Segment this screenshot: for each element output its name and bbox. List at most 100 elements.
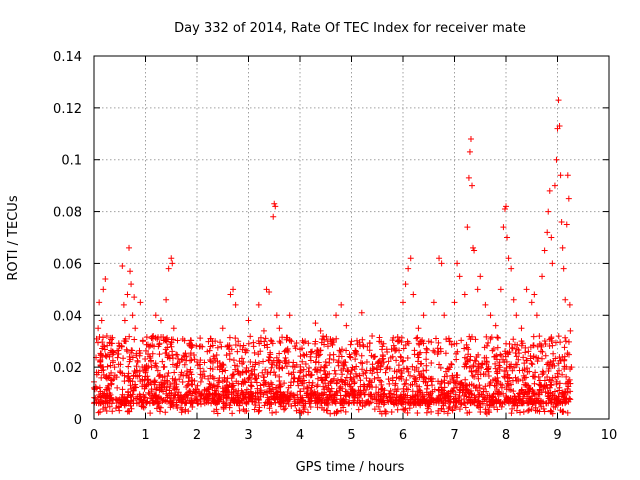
data-point <box>420 312 427 319</box>
data-point <box>442 392 449 399</box>
data-point <box>404 338 411 345</box>
data-point <box>174 337 181 344</box>
x-tick-label: 1 <box>141 428 149 443</box>
data-point <box>314 404 321 411</box>
data-point <box>114 347 121 354</box>
data-point <box>234 399 241 406</box>
data-point <box>551 396 558 403</box>
data-point <box>391 386 398 393</box>
data-point <box>262 335 269 342</box>
data-point <box>519 398 526 405</box>
data-point <box>430 347 437 354</box>
data-point <box>97 358 104 365</box>
data-point <box>400 357 407 364</box>
data-point <box>169 399 176 406</box>
data-point <box>185 380 192 387</box>
data-point <box>512 374 519 381</box>
data-point <box>102 398 109 405</box>
data-point <box>93 369 100 376</box>
data-point <box>101 343 108 350</box>
data-point <box>178 398 185 405</box>
data-point <box>478 391 485 398</box>
data-point <box>402 281 409 288</box>
data-point <box>411 347 418 354</box>
data-point <box>448 341 455 348</box>
data-point <box>220 405 227 412</box>
data-point <box>358 309 365 316</box>
data-point <box>125 370 132 377</box>
data-point <box>245 317 252 324</box>
data-point <box>257 382 264 389</box>
data-point <box>443 368 450 375</box>
data-point <box>436 387 443 394</box>
data-point <box>320 367 327 374</box>
data-point <box>323 400 330 407</box>
data-point <box>376 338 383 345</box>
data-point <box>483 333 490 340</box>
data-point <box>485 372 492 379</box>
data-point <box>196 361 203 368</box>
data-point <box>275 359 282 366</box>
data-point <box>196 343 203 350</box>
data-point <box>218 343 225 350</box>
data-point <box>415 368 422 375</box>
data-point <box>375 374 382 381</box>
data-point <box>188 400 195 407</box>
data-point <box>103 394 110 401</box>
data-point <box>413 401 420 408</box>
data-point <box>520 393 527 400</box>
x-tick-labels: 0 1 2 3 4 5 6 7 8 9 10 <box>90 428 617 443</box>
data-point <box>255 408 262 415</box>
data-point <box>404 409 411 416</box>
data-point <box>483 366 490 373</box>
data-point <box>230 396 237 403</box>
data-point <box>550 403 557 410</box>
data-point <box>192 395 199 402</box>
data-point <box>322 391 329 398</box>
data-point <box>129 391 136 398</box>
data-point <box>262 379 269 386</box>
data-point <box>371 406 378 413</box>
data-point <box>531 380 538 387</box>
data-point <box>550 350 557 357</box>
data-point <box>529 361 536 368</box>
data-point <box>466 148 473 155</box>
data-point <box>515 356 522 363</box>
data-point <box>319 377 326 384</box>
data-point <box>300 385 307 392</box>
data-point <box>482 371 489 378</box>
data-point <box>203 399 210 406</box>
data-point <box>401 406 408 413</box>
data-point <box>150 395 157 402</box>
data-point <box>423 349 430 356</box>
data-point <box>312 358 319 365</box>
data-point <box>229 410 236 417</box>
data-point <box>551 182 558 189</box>
y-tick-labels: 0 0.02 0.04 0.06 0.08 0.1 0.12 0.14 <box>53 50 82 428</box>
data-point <box>98 351 105 358</box>
data-point <box>303 372 310 379</box>
data-point <box>306 364 313 371</box>
data-point <box>214 410 221 417</box>
data-point <box>385 358 392 365</box>
x-tick-label: 10 <box>601 428 618 443</box>
data-point <box>115 403 122 410</box>
data-point <box>453 399 460 406</box>
data-point <box>199 371 206 378</box>
data-point <box>489 347 496 354</box>
data-point <box>98 317 105 324</box>
data-point <box>226 350 233 357</box>
data-point <box>152 312 159 319</box>
data-point <box>492 322 499 329</box>
data-point <box>536 333 543 340</box>
data-point <box>105 374 112 381</box>
data-point <box>369 365 376 372</box>
y-tick-label: 0.12 <box>53 102 82 117</box>
data-point <box>497 286 504 293</box>
data-point <box>393 357 400 364</box>
data-point <box>375 389 382 396</box>
data-point <box>435 407 442 414</box>
data-point <box>239 346 246 353</box>
data-point <box>413 396 420 403</box>
data-point <box>131 294 138 301</box>
